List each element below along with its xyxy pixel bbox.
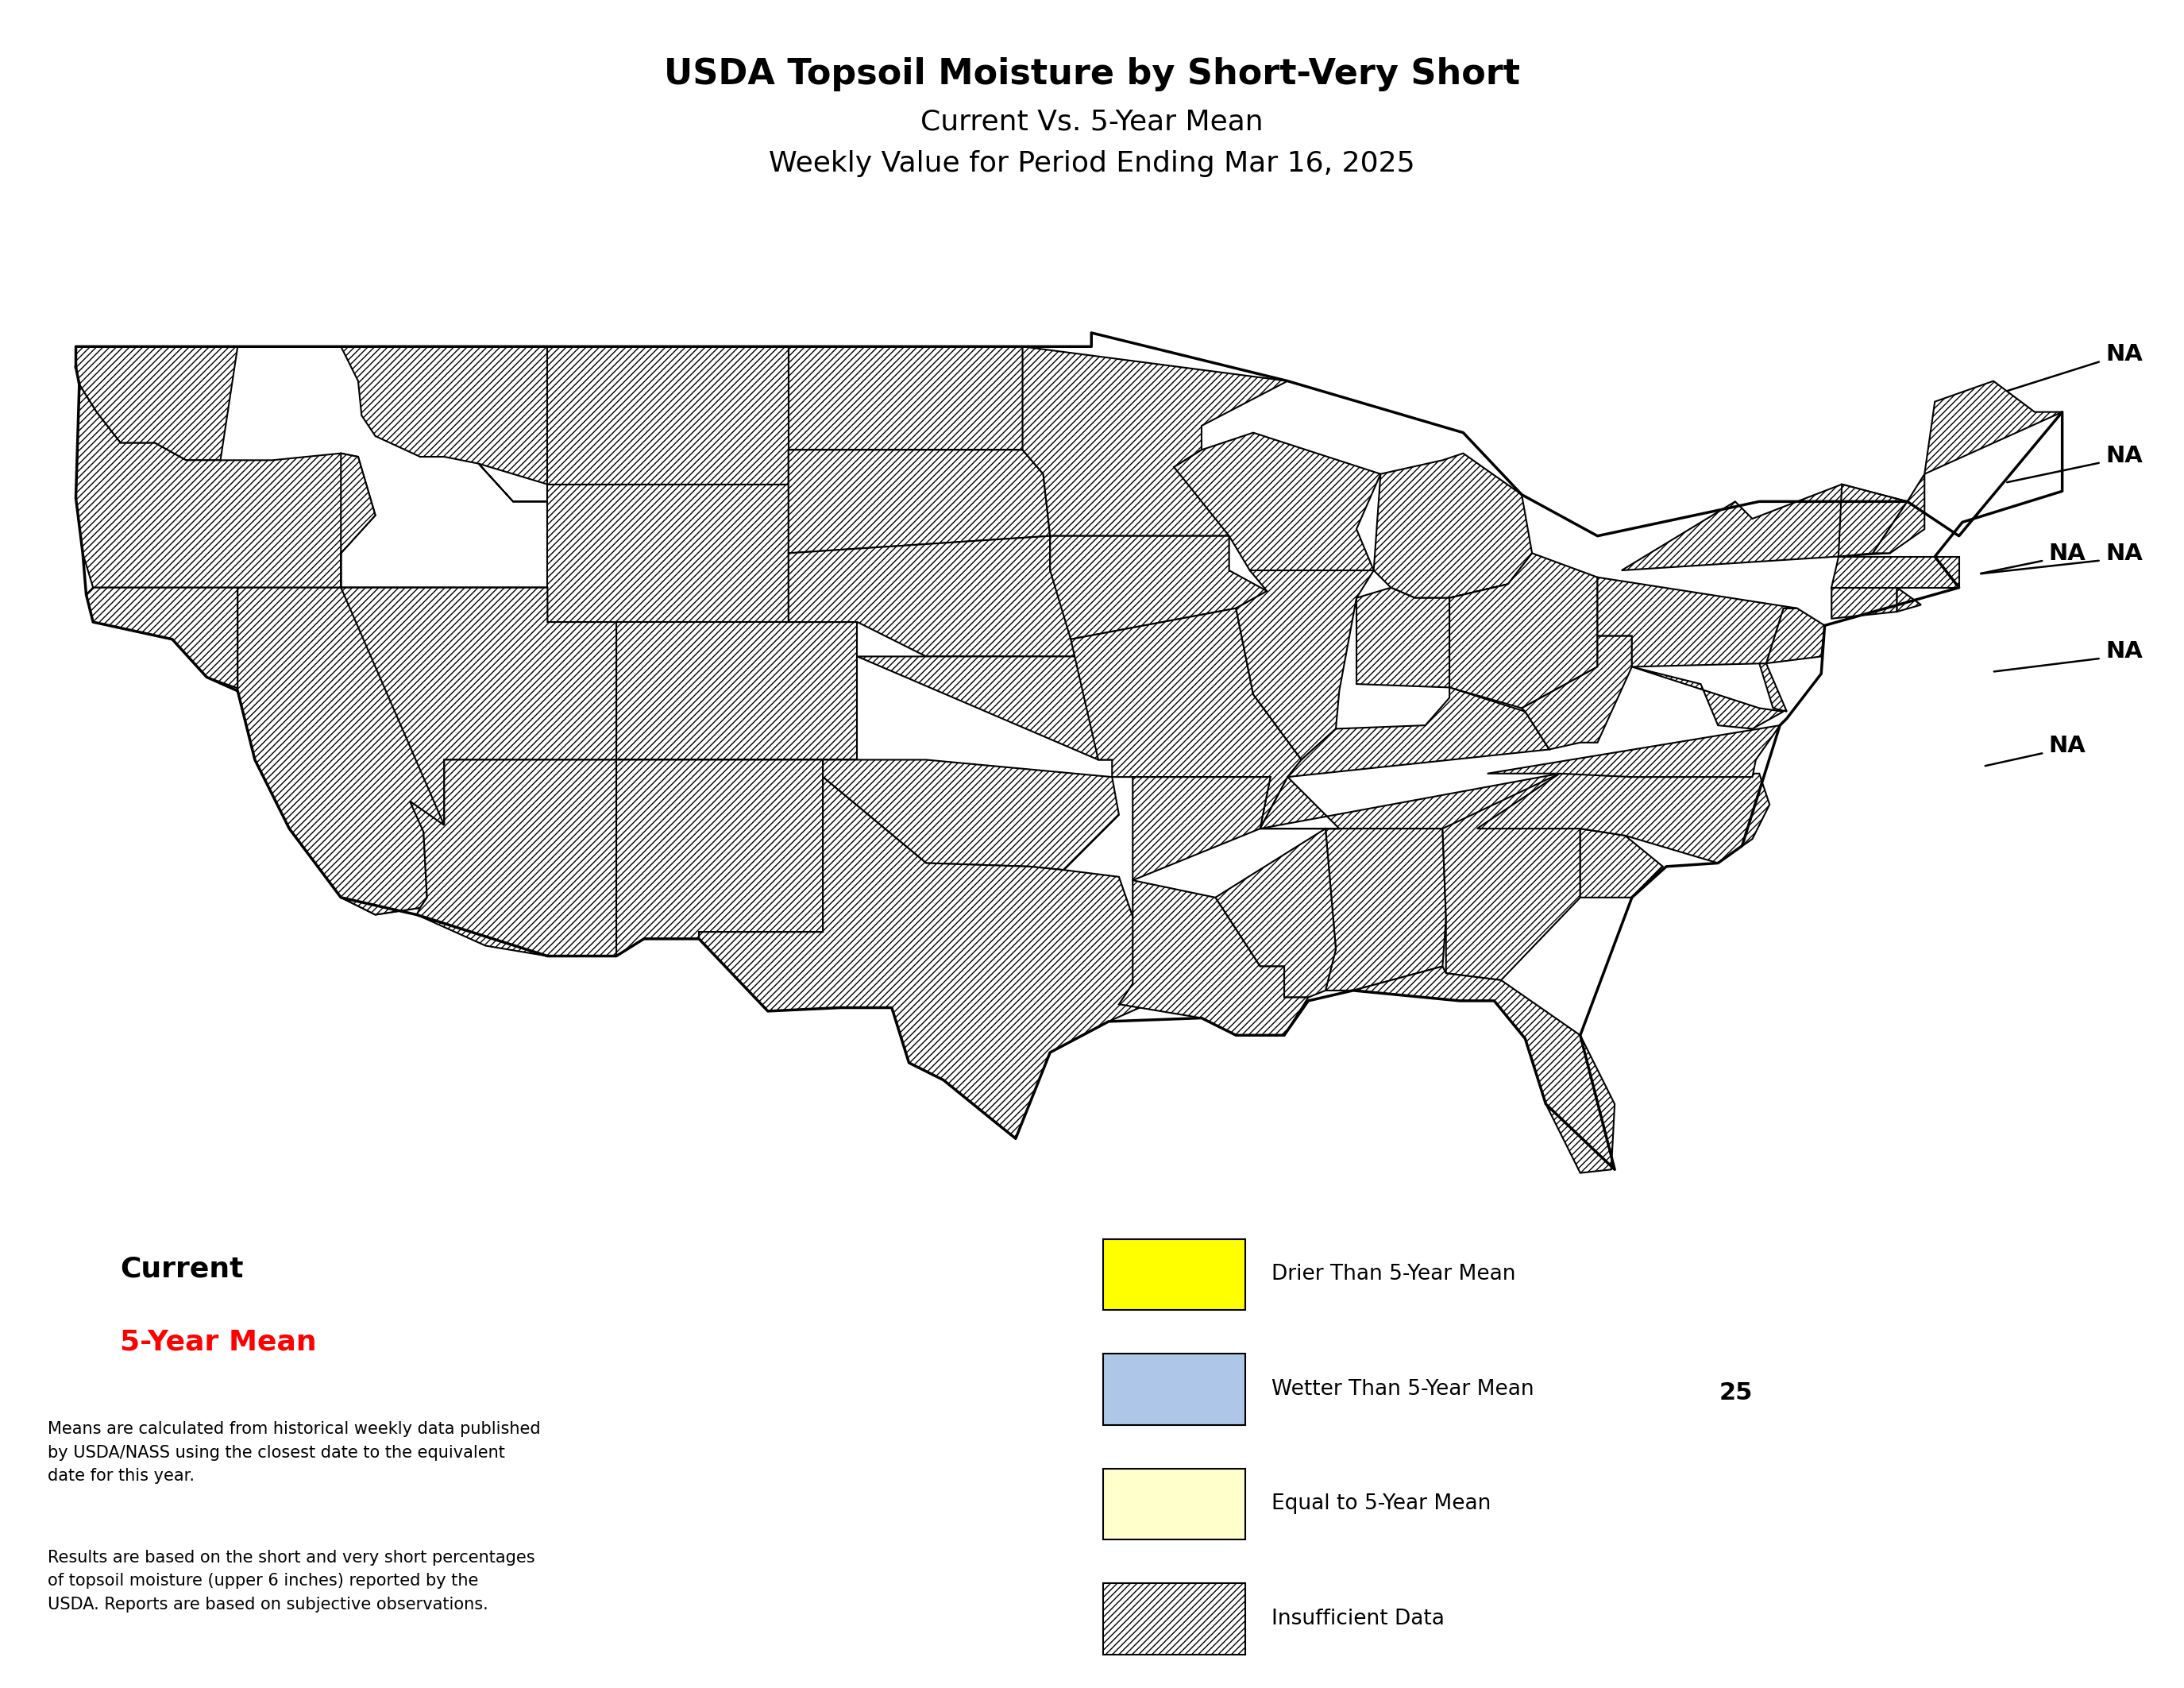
Text: Current: Current: [120, 1256, 245, 1283]
Polygon shape: [823, 760, 1118, 869]
Polygon shape: [76, 346, 238, 461]
Polygon shape: [1839, 484, 1907, 557]
Polygon shape: [788, 346, 1022, 484]
Polygon shape: [788, 537, 1088, 657]
Polygon shape: [1487, 726, 1780, 776]
Text: NA: NA: [2105, 542, 2143, 565]
Polygon shape: [341, 346, 548, 587]
Text: NA: NA: [2105, 640, 2143, 663]
Polygon shape: [1326, 829, 1446, 991]
Polygon shape: [1924, 381, 2062, 474]
Polygon shape: [1767, 608, 1824, 663]
Text: NA: NA: [2105, 444, 2143, 468]
Polygon shape: [238, 587, 443, 915]
Polygon shape: [858, 657, 1112, 760]
Polygon shape: [548, 484, 788, 623]
Text: Results are based on the short and very short percentages
of topsoil moisture (u: Results are based on the short and very …: [48, 1550, 535, 1612]
Polygon shape: [1898, 587, 1922, 611]
Polygon shape: [1444, 773, 1581, 981]
Polygon shape: [616, 760, 858, 955]
Polygon shape: [1450, 554, 1597, 709]
Text: 25: 25: [1719, 1381, 1754, 1404]
Polygon shape: [1476, 773, 1769, 863]
Text: Current Vs. 5-Year Mean: Current Vs. 5-Year Mean: [922, 108, 1262, 135]
Text: NA: NA: [2049, 542, 2086, 565]
Polygon shape: [1631, 667, 1784, 729]
Polygon shape: [1260, 773, 1559, 829]
Polygon shape: [1760, 663, 1787, 712]
Polygon shape: [1070, 608, 1302, 829]
Polygon shape: [1374, 454, 1531, 598]
Polygon shape: [1214, 829, 1337, 998]
Polygon shape: [1832, 587, 1898, 618]
Polygon shape: [1051, 537, 1267, 640]
Polygon shape: [1022, 346, 1289, 537]
Text: Wetter Than 5-Year Mean: Wetter Than 5-Year Mean: [1271, 1379, 1533, 1399]
Polygon shape: [411, 760, 616, 955]
Polygon shape: [85, 587, 428, 915]
Polygon shape: [1356, 584, 1507, 687]
Polygon shape: [1874, 474, 1924, 554]
Polygon shape: [1621, 484, 1907, 571]
Polygon shape: [1133, 776, 1339, 879]
Polygon shape: [1832, 557, 1959, 587]
Text: Means are calculated from historical weekly data published
by USDA/NASS using th: Means are calculated from historical wee…: [48, 1421, 542, 1484]
Polygon shape: [1289, 687, 1548, 776]
Polygon shape: [788, 451, 1051, 554]
Text: Insufficient Data: Insufficient Data: [1271, 1609, 1444, 1629]
Polygon shape: [1581, 829, 1662, 898]
Polygon shape: [1175, 432, 1380, 571]
Text: NA: NA: [2105, 343, 2143, 366]
Polygon shape: [1236, 571, 1374, 760]
Polygon shape: [1522, 636, 1631, 749]
Polygon shape: [1118, 879, 1308, 1035]
Polygon shape: [341, 587, 616, 825]
Polygon shape: [616, 623, 858, 760]
Text: 5-Year Mean: 5-Year Mean: [120, 1328, 317, 1355]
Text: Weekly Value for Period Ending Mar 16, 2025: Weekly Value for Period Ending Mar 16, 2…: [769, 150, 1415, 177]
Polygon shape: [1597, 577, 1797, 667]
Text: Equal to 5-Year Mean: Equal to 5-Year Mean: [1271, 1494, 1489, 1514]
Polygon shape: [76, 385, 376, 587]
Text: NA: NA: [2049, 734, 2086, 758]
Text: USDA Topsoil Moisture by Short-Very Short: USDA Topsoil Moisture by Short-Very Shor…: [664, 57, 1520, 91]
Text: Drier Than 5-Year Mean: Drier Than 5-Year Mean: [1271, 1264, 1516, 1285]
Polygon shape: [376, 346, 788, 484]
Polygon shape: [699, 776, 1151, 1138]
Polygon shape: [1354, 966, 1614, 1173]
